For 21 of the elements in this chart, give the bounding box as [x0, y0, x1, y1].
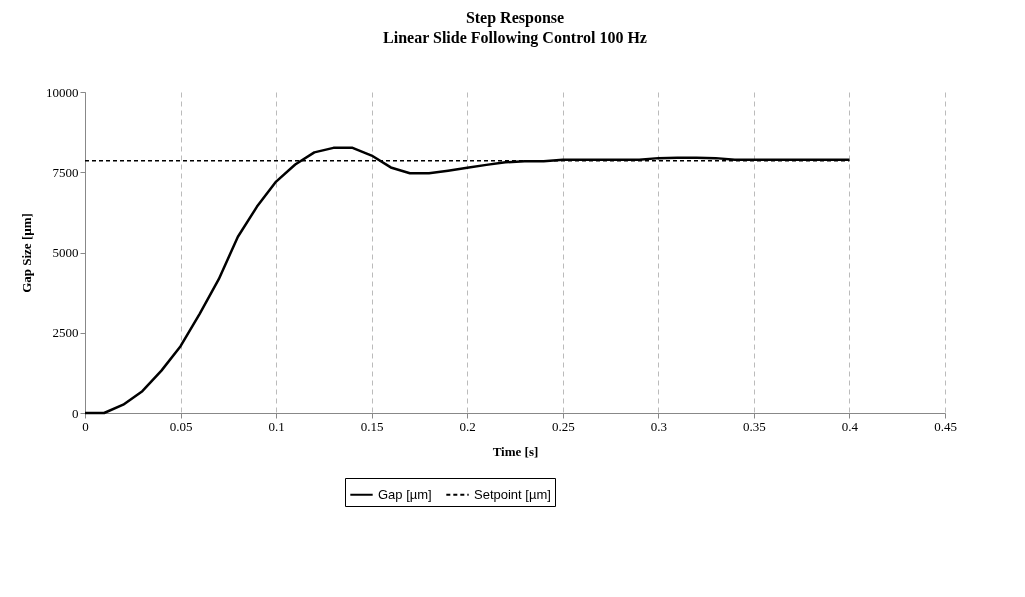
y-tick-label: 0 [72, 405, 79, 421]
y-tick-label: 5000 [52, 245, 79, 260]
y-axis-title: Gap Size [µm] [19, 213, 34, 293]
legend-label: Setpoint [µm] [474, 486, 551, 502]
chart-title: Step Response [465, 9, 565, 27]
x-tick-label: 0.3 [650, 418, 667, 434]
x-tick-label: 0.35 [743, 418, 766, 434]
x-tick-label: 0.45 [934, 418, 957, 434]
x-tick-label: 0.15 [360, 418, 384, 434]
x-tick-label: 0.25 [551, 418, 575, 434]
y-tick-label: 7500 [52, 164, 79, 180]
legend-label: Gap [µm] [378, 486, 432, 502]
x-tick-label: 0.1 [268, 418, 285, 434]
y-tick-label: 2500 [52, 325, 79, 341]
x-tick-label: 0.4 [841, 418, 859, 434]
x-axis-title: Time [s] [492, 443, 539, 459]
y-tick-label: 10000 [46, 84, 79, 100]
x-tick-label: 0 [82, 418, 89, 434]
x-tick-label: 0.05 [169, 418, 193, 434]
chart-subtitle: Linear Slide Following Control 100 Hz [383, 29, 647, 47]
x-tick-label: 0.2 [459, 418, 476, 434]
